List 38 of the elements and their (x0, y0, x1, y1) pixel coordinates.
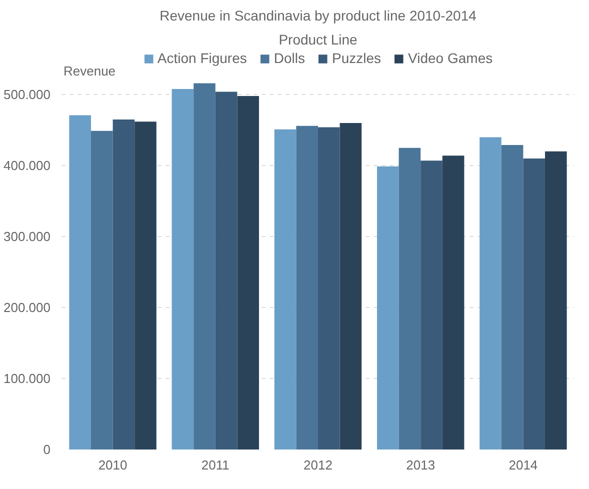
bar (480, 137, 502, 450)
legend-label: Puzzles (332, 50, 382, 66)
x-tick-label: 2014 (508, 458, 538, 472)
y-tick-label: 0 (43, 442, 51, 457)
y-tick-label: 400.000 (4, 158, 51, 174)
bar (274, 129, 296, 450)
bar (69, 115, 91, 450)
bar (112, 119, 135, 450)
y-tick-label: 500.000 (4, 87, 51, 102)
y-tick-label: 100.000 (4, 371, 51, 386)
bar (523, 158, 546, 450)
bar (296, 126, 318, 450)
y-tick-label: 200.000 (4, 300, 51, 316)
legend-label: Video Games (408, 50, 493, 66)
bar (340, 123, 362, 450)
bar (318, 127, 340, 450)
y-tick-label: 300.000 (4, 229, 51, 244)
bar (90, 130, 113, 450)
bar (134, 122, 156, 450)
bar (172, 88, 194, 450)
bar (215, 92, 238, 450)
bar (194, 83, 216, 450)
bar (545, 151, 567, 450)
chart-title: Revenue in Scandinavia by product line 2010-2014 (160, 8, 477, 24)
y-axis-title: Revenue (64, 64, 116, 79)
legend-label: Dolls (274, 50, 305, 66)
bar (237, 96, 260, 450)
x-tick-label: 2011 (201, 458, 230, 472)
legend-title: Product Line (278, 32, 358, 48)
bar (398, 148, 421, 450)
x-tick-label: 2012 (304, 458, 332, 472)
legend-label: Action Figures (157, 50, 247, 66)
bar (420, 160, 442, 450)
bar (442, 156, 464, 450)
x-tick-label: 2013 (406, 458, 436, 472)
x-tick-label: 2010 (98, 458, 128, 472)
bar (501, 145, 524, 450)
bar (376, 166, 399, 450)
